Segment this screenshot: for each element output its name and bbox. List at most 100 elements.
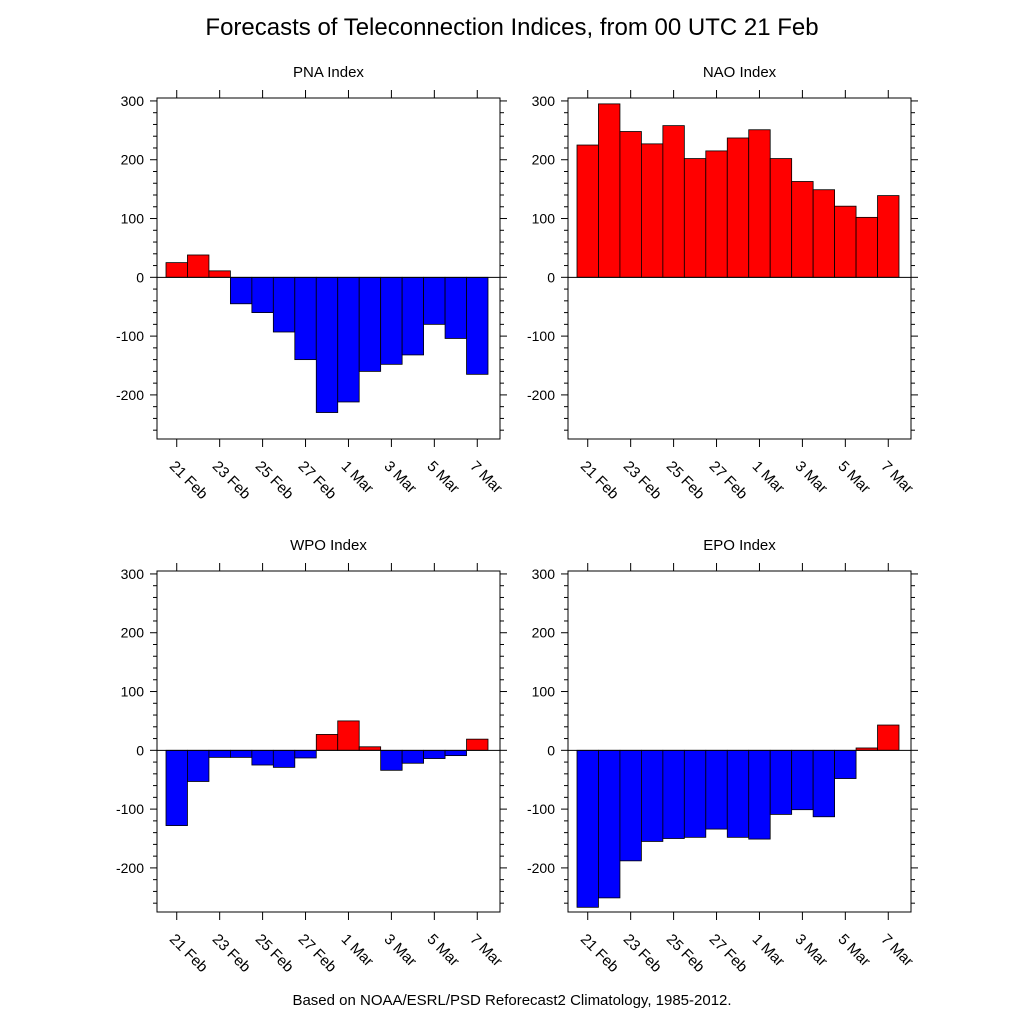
bar (380, 749, 403, 771)
x-tick-label: 7 Mar (466, 931, 505, 970)
bar (726, 749, 750, 838)
bar (705, 749, 728, 830)
panel-title: NAO Index (703, 64, 777, 81)
bar (208, 270, 231, 278)
x-tick-label: 7 Mar (466, 458, 505, 497)
x-tick-label: 5 Mar (424, 458, 463, 497)
y-tick-label: 100 (532, 211, 556, 227)
bar (812, 189, 836, 278)
bar (705, 150, 728, 278)
y-tick-label: 0 (547, 742, 555, 758)
x-tick-label: 3 Mar (792, 931, 831, 970)
bar (315, 734, 339, 751)
bar (855, 216, 878, 278)
bar (294, 749, 317, 759)
x-tick-label: 21 Feb (166, 931, 211, 976)
bar (423, 749, 446, 759)
x-tick-label: 21 Feb (166, 458, 211, 503)
bar (791, 749, 814, 811)
x-tick-label: 25 Feb (252, 931, 297, 976)
plot-frame (567, 97, 912, 440)
x-tick-label: 3 Mar (381, 931, 420, 970)
bar (576, 749, 599, 908)
y-tick-label: -200 (116, 387, 144, 403)
bar (726, 137, 750, 278)
bar (619, 749, 642, 862)
x-tick-label: 3 Mar (381, 458, 420, 497)
y-tick-label: 300 (121, 93, 145, 109)
x-tick-label: 25 Feb (663, 931, 708, 976)
x-tick-label: 23 Feb (209, 931, 254, 976)
bar (834, 205, 857, 278)
panel-title: EPO Index (703, 537, 776, 554)
bar (401, 749, 425, 764)
bar (683, 749, 707, 838)
x-tick-label: 7 Mar (877, 931, 916, 970)
bar (315, 276, 339, 413)
bar (598, 103, 621, 278)
x-tick-label: 23 Feb (620, 931, 665, 976)
x-tick-label: 25 Feb (252, 458, 297, 503)
bar (877, 195, 900, 278)
bar (423, 276, 446, 325)
footer-note: Based on NOAA/ESRL/PSD Reforecast2 Clima… (292, 992, 732, 1009)
bar (769, 158, 793, 278)
bar (165, 749, 188, 826)
y-tick-label: -100 (527, 328, 555, 344)
x-tick-label: 23 Feb (620, 458, 665, 503)
bar (748, 129, 771, 278)
y-tick-label: 100 (532, 684, 556, 700)
bar (466, 738, 489, 751)
bar (834, 749, 857, 779)
y-tick-label: -100 (116, 328, 144, 344)
bar (337, 720, 360, 751)
bar (272, 276, 296, 333)
x-tick-label: 21 Feb (577, 931, 622, 976)
x-tick-label: 25 Feb (663, 458, 708, 503)
panel-title: WPO Index (290, 537, 367, 554)
bar (641, 749, 664, 842)
bar (272, 749, 296, 768)
panel-title: PNA Index (293, 64, 364, 81)
x-tick-label: 7 Mar (877, 458, 916, 497)
bar (294, 276, 317, 361)
bar (358, 746, 382, 751)
x-tick-label: 1 Mar (749, 931, 788, 970)
x-tick-label: 1 Mar (338, 931, 377, 970)
x-tick-label: 3 Mar (792, 458, 831, 497)
bar (641, 143, 664, 278)
bar (229, 276, 253, 305)
plot-frame (156, 570, 501, 913)
bar (683, 158, 707, 278)
bar (401, 276, 425, 356)
y-tick-label: -100 (527, 801, 555, 817)
bar (208, 749, 231, 758)
bar (337, 276, 360, 403)
x-tick-label: 27 Feb (295, 458, 340, 503)
bar (576, 144, 599, 278)
y-tick-label: 200 (121, 152, 145, 168)
y-tick-label: 300 (532, 93, 556, 109)
bar (662, 749, 685, 839)
bar (187, 749, 210, 782)
y-tick-label: -200 (116, 860, 144, 876)
bar (251, 276, 274, 314)
x-tick-label: 23 Feb (209, 458, 254, 503)
y-tick-label: 200 (121, 625, 145, 641)
bar (466, 276, 489, 375)
y-tick-label: 0 (136, 269, 144, 285)
y-tick-label: -100 (116, 801, 144, 817)
x-tick-label: 27 Feb (706, 458, 751, 503)
main-title: Forecasts of Teleconnection Indices, fro… (205, 14, 819, 41)
bar (662, 125, 685, 278)
plot-frame (156, 97, 501, 440)
bar (165, 262, 188, 278)
x-tick-label: 5 Mar (835, 931, 874, 970)
y-tick-label: 200 (532, 152, 556, 168)
x-tick-label: 1 Mar (338, 458, 377, 497)
